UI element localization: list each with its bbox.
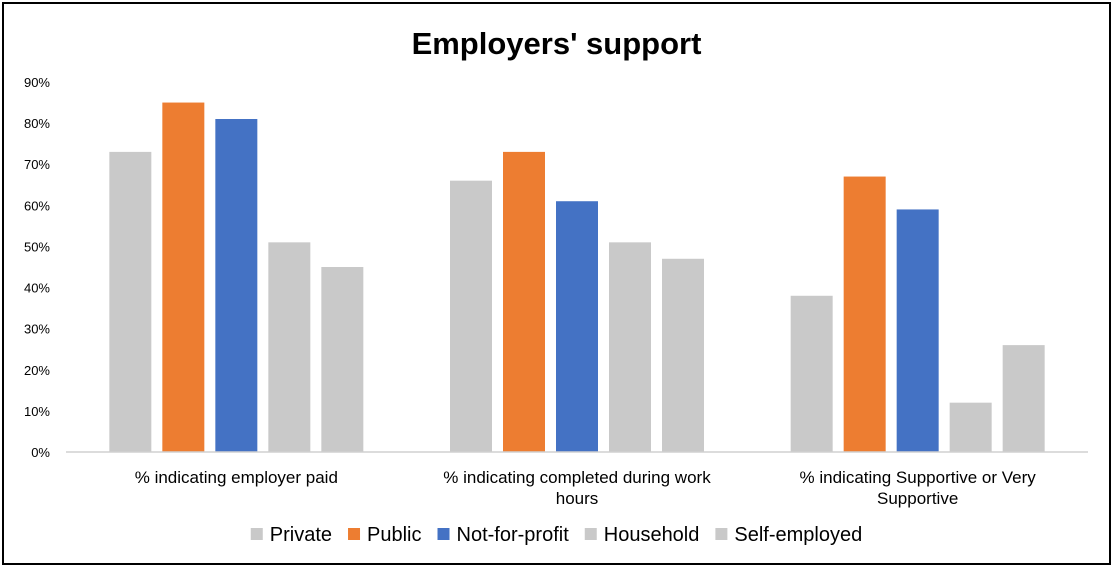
x-category-label: % indicating employer paid: [135, 468, 338, 487]
bar-private: [450, 180, 492, 452]
legend-label: Self-employed: [734, 524, 862, 546]
bar-private: [109, 151, 152, 452]
legend-label: Household: [604, 524, 700, 546]
legend-swatch: [715, 528, 728, 540]
x-category-label: hours: [556, 489, 599, 508]
legend-item-household: Household: [584, 524, 700, 546]
y-tick-label: 70%: [24, 157, 50, 172]
legend-label: Private: [270, 524, 332, 546]
legend-label: Not-for-profit: [457, 524, 570, 546]
legend-swatch: [584, 528, 597, 540]
x-category-label: % indicating Supportive or Very: [800, 468, 1037, 487]
bar-not-for-profit: [896, 209, 939, 452]
y-tick-label: 0%: [31, 445, 50, 460]
bar-not-for-profit: [215, 119, 258, 452]
legend-item-private: Private: [250, 524, 332, 546]
legend-item-public: Public: [348, 524, 422, 546]
y-tick-label: 30%: [24, 322, 50, 337]
bar-self-employed: [662, 258, 704, 452]
y-axis: 0% 10% 20% 30% 40% 50% 60% 70% 80% 90%: [24, 75, 50, 460]
legend: Private Public Not-for-profit Household Self…: [250, 524, 862, 546]
legend-item-not-for-profit: Not-for-profit: [437, 524, 570, 546]
x-category-label: % indicating completed during work: [443, 468, 711, 487]
chart-title: Employers' support: [411, 26, 702, 61]
bar-not-for-profit: [556, 201, 598, 452]
legend-swatch: [348, 528, 361, 540]
y-tick-label: 90%: [24, 75, 50, 90]
y-tick-label: 50%: [24, 239, 50, 254]
legend-item-self-employed: Self-employed: [715, 524, 862, 546]
legend-swatch: [250, 528, 263, 540]
bar-household: [609, 242, 651, 452]
legend-swatch: [437, 528, 450, 540]
y-tick-label: 40%: [24, 281, 50, 296]
bar-public: [162, 102, 205, 453]
bar-private: [790, 295, 833, 452]
bar-self-employed: [321, 267, 364, 452]
bar-public: [843, 176, 886, 453]
bar-household: [268, 242, 311, 452]
y-tick-label: 20%: [24, 363, 50, 378]
bar-household: [949, 402, 992, 452]
legend-label: Public: [367, 524, 421, 546]
x-axis: % indicating employer paid % indicating c…: [66, 451, 1088, 508]
y-tick-label: 80%: [24, 116, 50, 131]
bar-self-employed: [1002, 345, 1045, 452]
bar-public: [503, 151, 545, 452]
x-category-label: Supportive: [877, 489, 958, 508]
bars: [109, 102, 1045, 453]
y-tick-label: 10%: [24, 404, 50, 419]
y-tick-label: 60%: [24, 198, 50, 213]
